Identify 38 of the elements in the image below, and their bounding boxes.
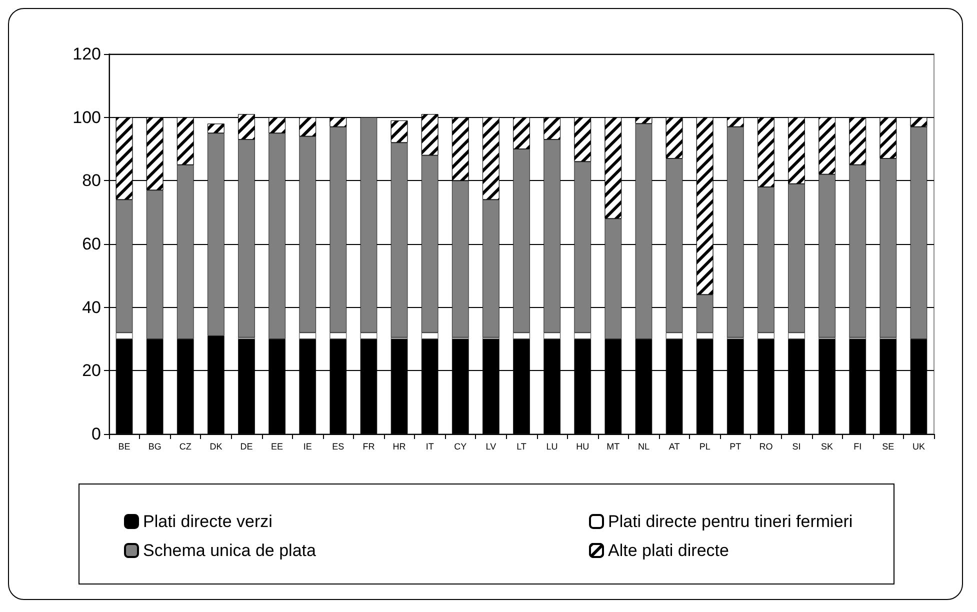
legend-label: Alte plati directe — [608, 541, 729, 560]
x-tick-label: FI — [854, 442, 862, 452]
y-tick-label: 20 — [82, 361, 101, 380]
x-tick-label: IE — [303, 442, 312, 452]
y-tick-label: 0 — [92, 424, 101, 444]
x-tick-label: AT — [668, 442, 680, 452]
x-tick-label: HU — [576, 442, 590, 452]
y-tick-label: 120 — [72, 44, 101, 64]
y-tick-label: 60 — [82, 234, 101, 254]
legend-label: Plati directe pentru tineri fermieri — [608, 512, 853, 531]
x-tick-label: DK — [210, 442, 222, 452]
x-tick-label: BG — [148, 442, 162, 452]
x-tick-label: UK — [912, 442, 925, 452]
x-tick-label: NL — [638, 442, 650, 452]
legend-label: Schema unica de plata — [143, 541, 316, 560]
x-tick-label: SK — [821, 442, 834, 452]
legend-label: Plati directe verzi — [143, 512, 272, 531]
x-tick-label: PT — [730, 442, 742, 452]
x-tick-label: HR — [392, 442, 406, 452]
y-tick-label: 40 — [82, 298, 101, 317]
x-tick-label: FR — [362, 442, 376, 452]
x-tick-label: ES — [332, 442, 344, 452]
x-tick-label: RO — [759, 442, 773, 452]
x-tick-label: LV — [486, 442, 496, 452]
x-tick-label: LU — [546, 442, 558, 452]
x-tick-label: MT — [606, 442, 620, 452]
y-tick-label: 80 — [82, 171, 101, 190]
x-tick-label: SI — [792, 442, 801, 452]
x-tick-label: CZ — [179, 442, 192, 452]
x-tick-label: LT — [516, 442, 527, 452]
x-tick-label: SE — [882, 442, 894, 452]
x-tick-label: IT — [426, 442, 434, 452]
x-tick-label: BE — [118, 442, 130, 452]
x-tick-label: CY — [454, 442, 467, 452]
x-tick-label: EE — [271, 442, 284, 452]
y-tick-label: 100 — [72, 108, 101, 127]
x-tick-label: DE — [240, 442, 253, 452]
x-tick-label: PL — [699, 442, 710, 452]
